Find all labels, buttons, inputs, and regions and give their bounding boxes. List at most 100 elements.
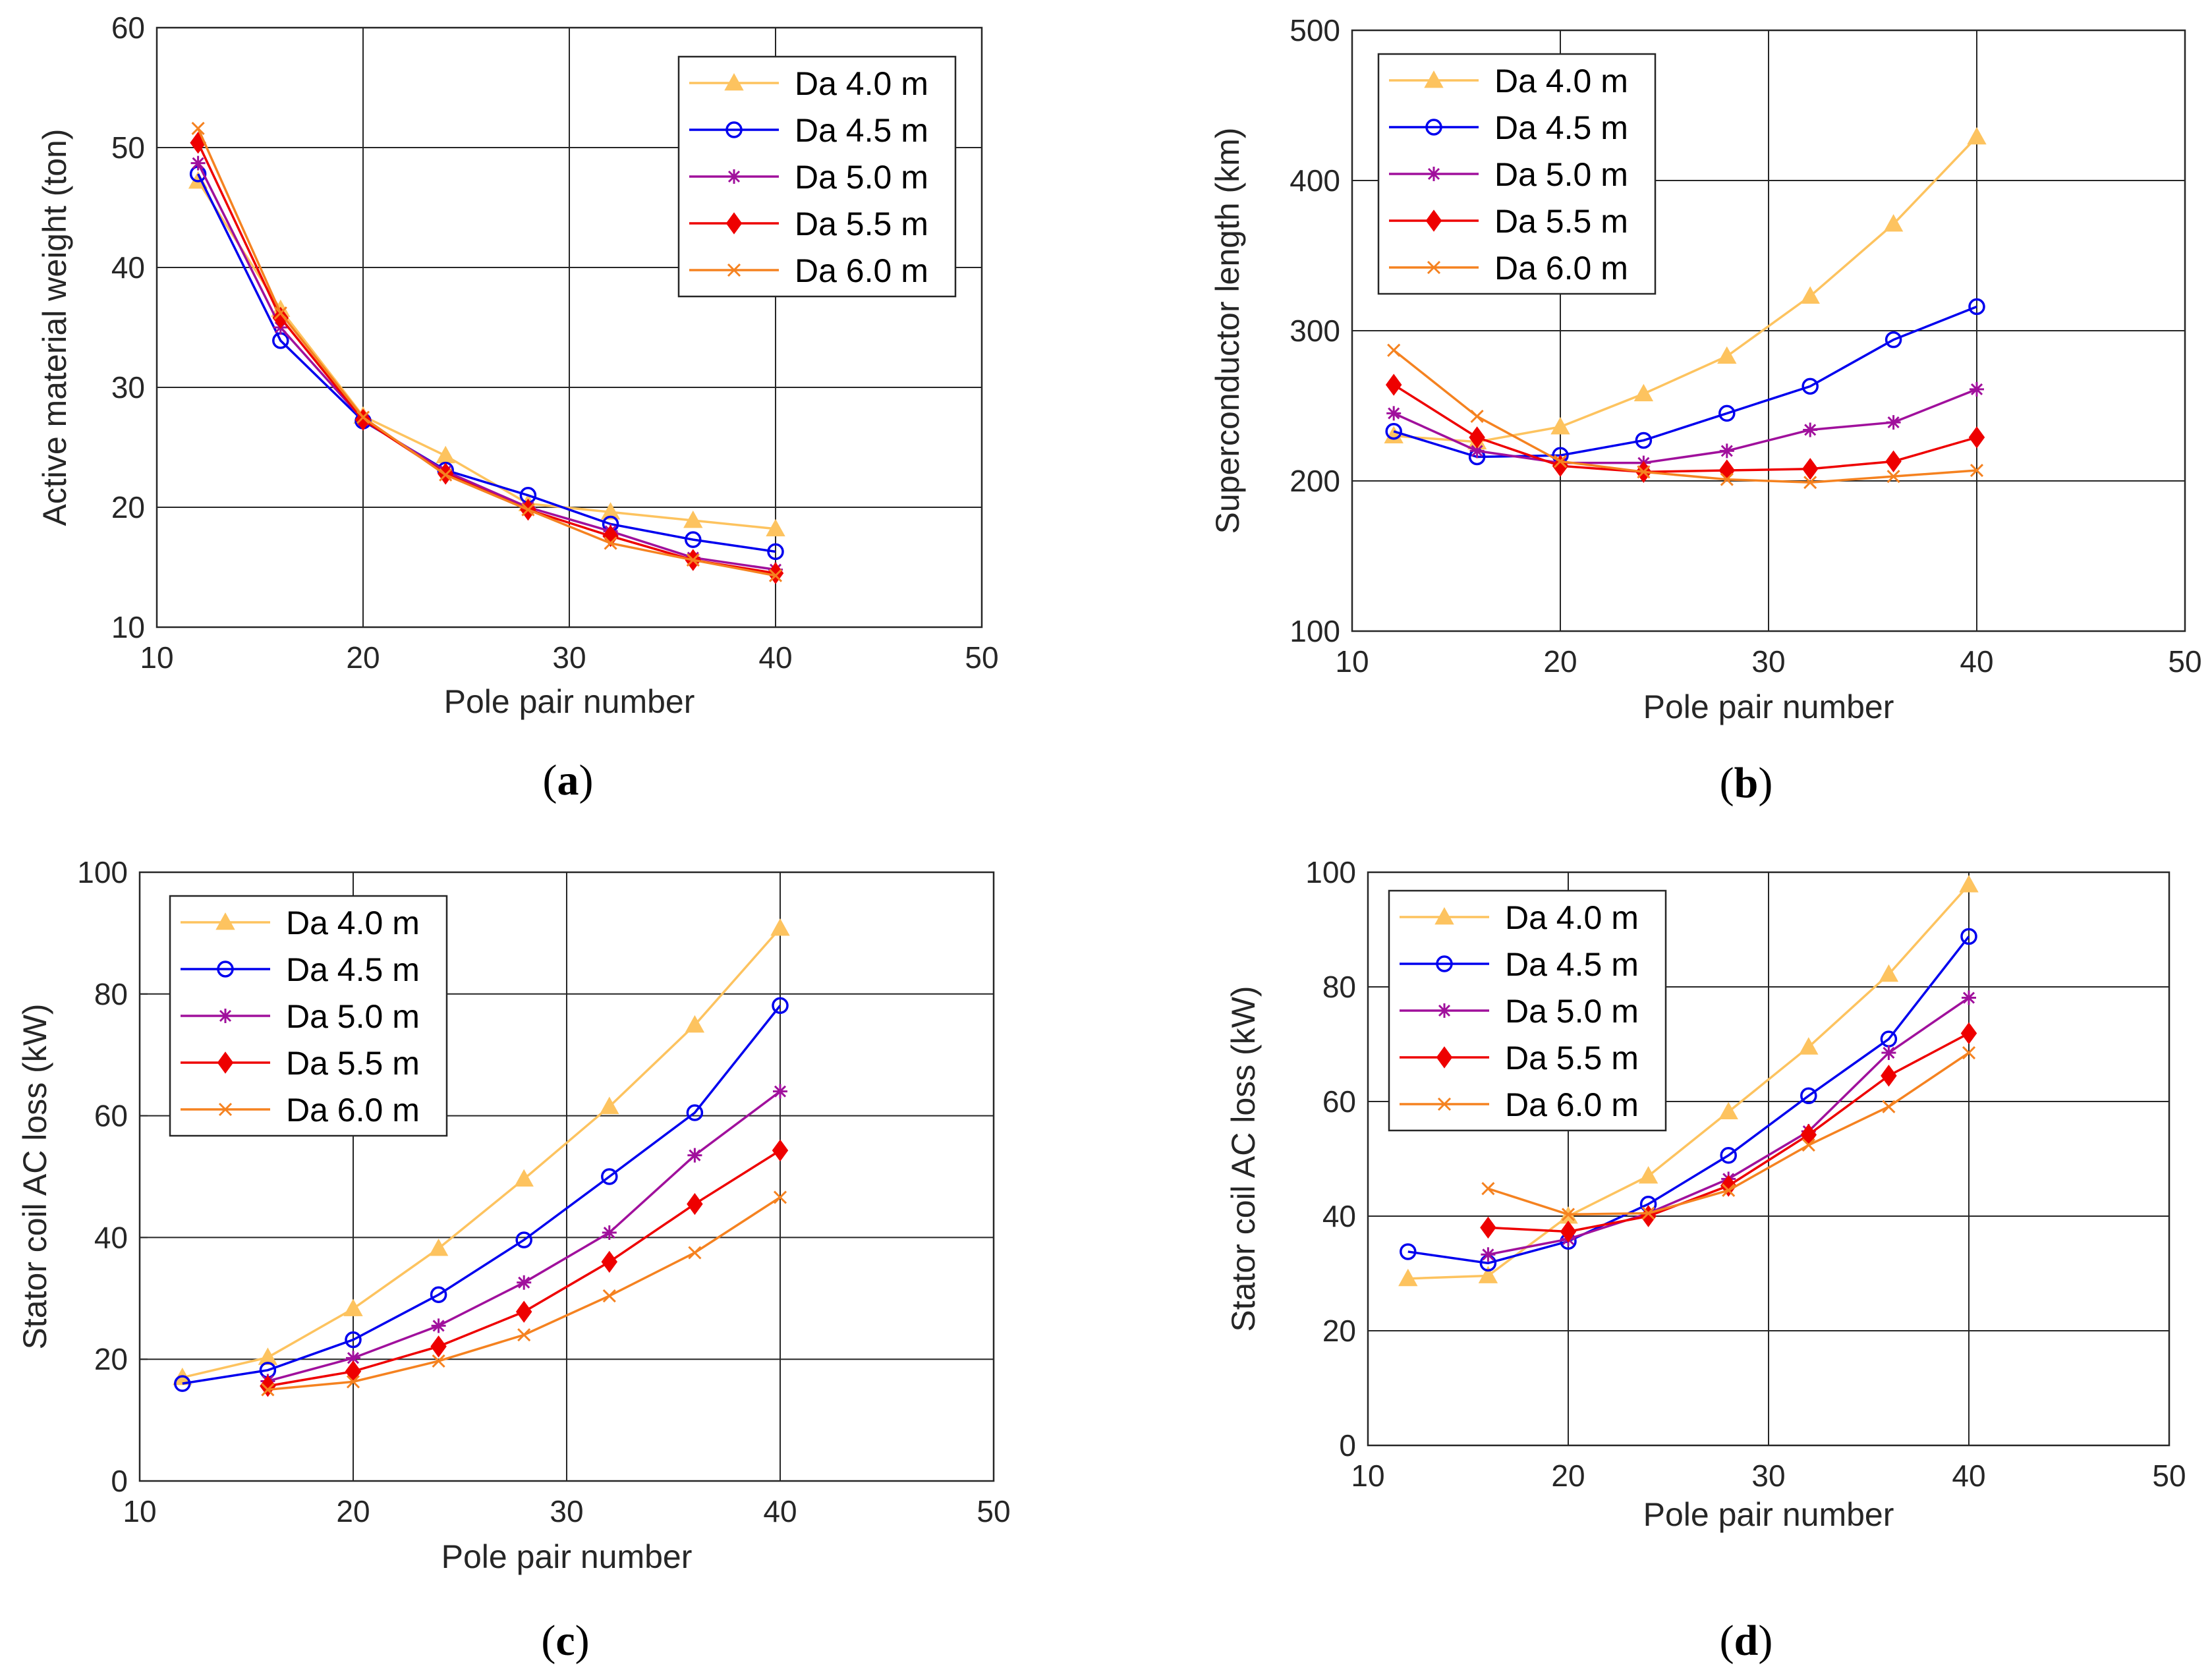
data-point (1803, 476, 1817, 489)
data-point (1561, 1208, 1575, 1221)
x-tick-label: 20 (1551, 1459, 1585, 1493)
data-point (1641, 1206, 1655, 1220)
legend-swatch-marker (217, 961, 234, 978)
data-point (1400, 1243, 1417, 1260)
y-tick-label: 100 (77, 855, 128, 889)
data-point (190, 155, 206, 171)
series-line (1407, 935, 1970, 1265)
data-point (1637, 465, 1651, 479)
legend-item: Da 5.5 m (181, 1045, 420, 1082)
y-axis-label: Stator coil AC loss (kW) (1225, 986, 1262, 1331)
legend-label: Da 5.5 m (1494, 203, 1628, 240)
legend-label: Da 4.5 m (1505, 946, 1639, 983)
data-point (604, 536, 617, 550)
x-tick-label: 20 (336, 1494, 370, 1528)
data-point (1720, 472, 1734, 486)
x-axis-label: Pole pair number (1643, 688, 1894, 725)
caption-paren: ( (543, 756, 557, 804)
series-line (1393, 388, 1977, 464)
series-0 (1398, 875, 1979, 1287)
legend-item: Da 5.5 m (689, 206, 928, 242)
data-point (1478, 1266, 1498, 1283)
data-point (1968, 298, 1985, 316)
legend-label: Da 5.0 m (1494, 156, 1628, 193)
legend-swatch-marker (1424, 70, 1444, 88)
data-point (686, 553, 700, 567)
data-point (439, 468, 453, 482)
data-point (356, 410, 370, 424)
y-tick-label: 100 (1290, 614, 1340, 648)
legend: Da 4.0 m Da 4.5 m Da 5.0 m Da 5.5 m Da 6.0 m (1388, 889, 1667, 1132)
data-point (430, 1335, 447, 1358)
data-point (1385, 423, 1402, 440)
x-tick-label: 20 (346, 640, 380, 675)
data-point (260, 1375, 276, 1397)
y-tick-label: 60 (94, 1099, 128, 1133)
data-point (272, 306, 289, 329)
y-tick-label: 0 (111, 1464, 128, 1498)
x-tick-label: 30 (1751, 644, 1785, 679)
series-line (182, 927, 781, 1379)
panel-caption: (b) (1720, 759, 1773, 807)
data-point (1560, 1220, 1577, 1243)
data-point (1800, 1087, 1817, 1105)
series-3 (1385, 374, 1985, 484)
data-point (686, 1104, 704, 1121)
series-4 (1387, 343, 1984, 489)
data-point (258, 1347, 278, 1365)
data-point (1385, 374, 1402, 396)
series-line (1393, 383, 1977, 474)
x-tick-label: 30 (1751, 1459, 1785, 1493)
x-tick-label: 40 (1952, 1459, 1985, 1493)
caption-paren: ) (579, 756, 594, 804)
y-tick-label: 30 (111, 370, 145, 405)
series-1 (1385, 298, 1985, 466)
y-tick-label: 50 (111, 130, 145, 165)
data-point (1800, 286, 1820, 304)
data-point (273, 306, 287, 320)
panel-d: 10 20 30 40 50 0 20 40 60 80 100 Pole pair number St… (1225, 855, 2186, 1665)
legend-item: Da 4.5 m (689, 112, 928, 149)
data-point (346, 1351, 360, 1366)
series-line (197, 173, 776, 553)
data-point (1803, 422, 1818, 437)
legend-label: Da 4.5 m (1494, 109, 1628, 146)
y-tick-label: 80 (1322, 970, 1356, 1004)
data-point (1719, 443, 1734, 459)
legend-item: Da 4.0 m (689, 65, 928, 102)
data-point (1885, 331, 1902, 349)
data-point (1718, 405, 1736, 422)
caption-paren: ) (1758, 759, 1772, 807)
data-point (687, 1192, 703, 1215)
data-point (1386, 406, 1402, 421)
legend-label: Da 4.0 m (1494, 63, 1628, 99)
data-point (431, 1318, 446, 1333)
data-point (346, 1375, 360, 1389)
legend-label: Da 5.0 m (795, 159, 928, 196)
data-point (1885, 450, 1902, 473)
legend-label: Da 5.0 m (286, 998, 420, 1035)
legend-item: Da 6.0 m (181, 1092, 420, 1129)
x-tick-label: 40 (758, 640, 792, 675)
data-point (1968, 426, 1985, 449)
panel-b: 10 20 30 40 50 100 200 300 400 500 Pole pair numbe… (1209, 13, 2202, 807)
data-point (1799, 1037, 1819, 1055)
data-point (1886, 470, 1900, 484)
y-tick-label: 500 (1290, 13, 1340, 47)
series-4 (261, 1190, 787, 1397)
legend-label: Da 4.0 m (1505, 899, 1639, 936)
data-point (521, 503, 535, 516)
data-point (688, 1246, 702, 1260)
data-point (772, 997, 789, 1015)
legend-item: Da 4.5 m (1389, 109, 1628, 146)
data-point (1387, 343, 1401, 357)
caption-paren: ) (575, 1617, 590, 1665)
y-axis-label: Active material weight (ton) (36, 128, 73, 526)
series-line (1393, 349, 1977, 484)
data-point (768, 569, 783, 582)
legend-label: Da 5.5 m (286, 1045, 420, 1082)
legend-label: Da 5.5 m (795, 206, 928, 242)
data-point (1962, 1046, 1976, 1060)
data-point (683, 510, 703, 528)
